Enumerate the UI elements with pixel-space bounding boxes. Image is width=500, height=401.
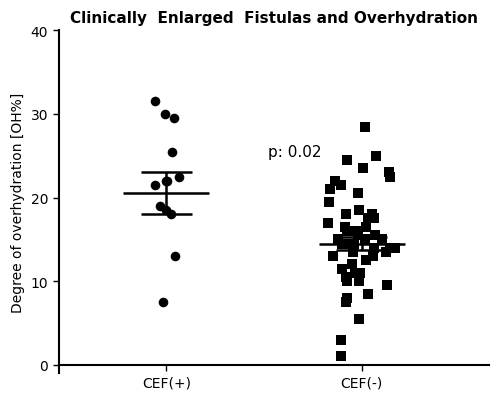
Point	[162, 178, 170, 184]
Point	[342, 299, 350, 306]
Point	[334, 237, 342, 243]
Point	[386, 245, 394, 251]
Point	[348, 261, 356, 268]
Point	[368, 253, 376, 259]
Point	[160, 111, 168, 118]
Point	[378, 237, 386, 243]
Point	[341, 224, 349, 231]
Point	[329, 253, 337, 259]
Point	[342, 274, 349, 280]
Point	[170, 253, 178, 259]
Point	[356, 270, 364, 276]
Point	[159, 299, 167, 306]
Point	[167, 211, 175, 218]
Point	[332, 178, 340, 184]
Point	[150, 182, 158, 189]
Point	[324, 199, 332, 205]
Point	[382, 249, 390, 255]
Point	[326, 186, 334, 193]
Point	[370, 245, 378, 251]
Point	[342, 228, 350, 235]
Point	[362, 124, 370, 130]
Point	[372, 153, 380, 160]
Point	[342, 295, 350, 301]
Point	[337, 182, 345, 189]
Point	[156, 203, 164, 210]
Point	[354, 316, 362, 322]
Point	[354, 191, 362, 197]
Point	[386, 170, 394, 176]
Point	[355, 207, 363, 214]
Point	[164, 178, 172, 184]
Point	[372, 232, 380, 239]
Point	[349, 249, 357, 255]
Point	[355, 278, 363, 285]
Point	[343, 278, 351, 285]
Text: p: 0.02: p: 0.02	[268, 145, 322, 160]
Point	[324, 220, 332, 226]
Point	[383, 282, 391, 289]
Point	[364, 291, 372, 297]
Point	[338, 241, 346, 247]
Point	[392, 245, 400, 251]
Point	[354, 232, 362, 239]
Point	[352, 228, 360, 235]
Point	[150, 99, 158, 105]
Point	[343, 157, 351, 164]
Point	[170, 115, 178, 122]
Point	[168, 149, 176, 156]
Point	[368, 211, 376, 218]
Point	[337, 336, 345, 343]
Point	[342, 211, 350, 218]
Y-axis label: Degree of overhydration [OH%]: Degree of overhydration [OH%]	[11, 92, 25, 312]
Point	[361, 237, 369, 243]
Point	[362, 257, 370, 264]
Point	[344, 241, 352, 247]
Point	[162, 207, 170, 214]
Title: Clinically  Enlarged  Fistulas and Overhydration: Clinically Enlarged Fistulas and Overhyd…	[70, 11, 478, 26]
Point	[362, 224, 370, 231]
Point	[337, 353, 345, 360]
Point	[350, 241, 358, 247]
Point	[351, 270, 359, 276]
Point	[338, 266, 346, 272]
Point	[386, 174, 394, 180]
Point	[358, 166, 366, 172]
Point	[364, 216, 372, 222]
Point	[388, 245, 396, 251]
Point	[176, 174, 184, 180]
Point	[370, 216, 378, 222]
